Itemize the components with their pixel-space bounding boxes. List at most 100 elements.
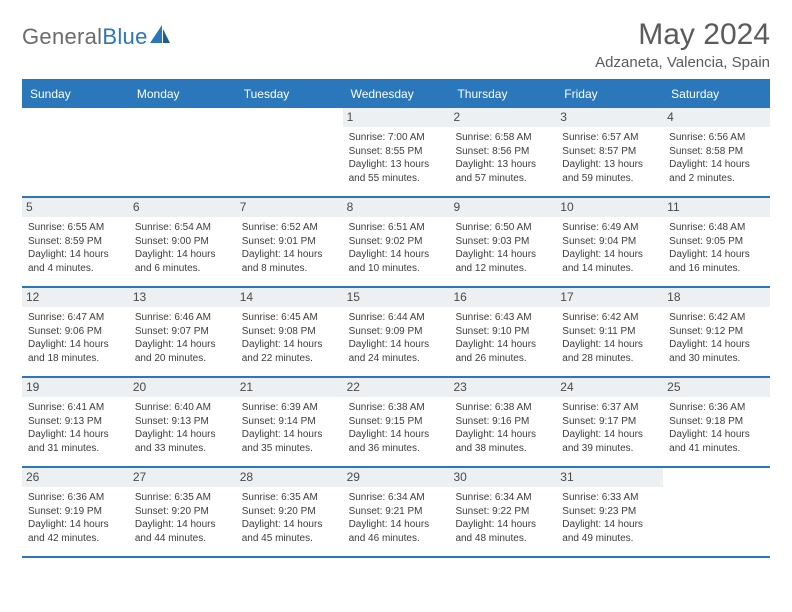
sunset-text: Sunset: 9:08 PM: [242, 325, 337, 339]
sunset-text: Sunset: 9:20 PM: [135, 505, 230, 519]
day-info: Sunrise: 6:41 AMSunset: 9:13 PMDaylight:…: [28, 401, 123, 455]
day-info: Sunrise: 6:52 AMSunset: 9:01 PMDaylight:…: [242, 221, 337, 275]
day-cell: 24Sunrise: 6:37 AMSunset: 9:17 PMDayligh…: [556, 378, 663, 466]
daylight-text: Daylight: 14 hours and 45 minutes.: [242, 518, 337, 545]
daylight-text: Daylight: 14 hours and 42 minutes.: [28, 518, 123, 545]
daylight-text: Daylight: 14 hours and 4 minutes.: [28, 248, 123, 275]
daylight-text: Daylight: 14 hours and 22 minutes.: [242, 338, 337, 365]
day-header: Thursday: [449, 81, 556, 108]
sunset-text: Sunset: 8:55 PM: [349, 145, 444, 159]
day-cell: 10Sunrise: 6:49 AMSunset: 9:04 PMDayligh…: [556, 198, 663, 286]
day-info: Sunrise: 6:49 AMSunset: 9:04 PMDaylight:…: [562, 221, 657, 275]
sunrise-text: Sunrise: 6:51 AM: [349, 221, 444, 235]
day-header: Saturday: [663, 81, 770, 108]
day-cell: 4Sunrise: 6:56 AMSunset: 8:58 PMDaylight…: [663, 108, 770, 196]
week-row: 12Sunrise: 6:47 AMSunset: 9:06 PMDayligh…: [22, 288, 770, 378]
sunset-text: Sunset: 9:14 PM: [242, 415, 337, 429]
day-number: 27: [129, 468, 236, 487]
day-info: Sunrise: 6:55 AMSunset: 8:59 PMDaylight:…: [28, 221, 123, 275]
sunset-text: Sunset: 9:21 PM: [349, 505, 444, 519]
day-info: Sunrise: 6:56 AMSunset: 8:58 PMDaylight:…: [669, 131, 764, 185]
day-info: Sunrise: 6:46 AMSunset: 9:07 PMDaylight:…: [135, 311, 230, 365]
day-cell: 2Sunrise: 6:58 AMSunset: 8:56 PMDaylight…: [449, 108, 556, 196]
day-info: Sunrise: 6:36 AMSunset: 9:18 PMDaylight:…: [669, 401, 764, 455]
header: GeneralBlue May 2024 Adzaneta, Valencia,…: [22, 18, 770, 71]
daylight-text: Daylight: 14 hours and 10 minutes.: [349, 248, 444, 275]
daylight-text: Daylight: 14 hours and 12 minutes.: [455, 248, 550, 275]
day-number: 15: [343, 288, 450, 307]
sunrise-text: Sunrise: 6:47 AM: [28, 311, 123, 325]
sail-icon: [150, 25, 170, 43]
day-cell: 30Sunrise: 6:34 AMSunset: 9:22 PMDayligh…: [449, 468, 556, 556]
sunset-text: Sunset: 9:13 PM: [135, 415, 230, 429]
day-cell: 25Sunrise: 6:36 AMSunset: 9:18 PMDayligh…: [663, 378, 770, 466]
title-block: May 2024 Adzaneta, Valencia, Spain: [595, 18, 770, 71]
day-cell: 21 Sunrise: 6:39 AMSunset: 9:14 PMDayligh…: [236, 378, 343, 466]
day-number: 14: [236, 288, 343, 307]
sunrise-text: Sunrise: 6:35 AM: [242, 491, 337, 505]
day-info: Sunrise: 6:38 AMSunset: 9:15 PMDaylight:…: [349, 401, 444, 455]
day-info: Sunrise: 6:45 AMSunset: 9:08 PMDaylight:…: [242, 311, 337, 365]
day-info: Sunrise: 6:33 AMSunset: 9:23 PMDaylight:…: [562, 491, 657, 545]
sunset-text: Sunset: 9:10 PM: [455, 325, 550, 339]
daylight-text: Daylight: 14 hours and 26 minutes.: [455, 338, 550, 365]
day-cell: [129, 108, 236, 196]
day-number: 5: [22, 198, 129, 217]
day-info: Sunrise: 6:36 AMSunset: 9:19 PMDaylight:…: [28, 491, 123, 545]
day-cell: 16Sunrise: 6:43 AMSunset: 9:10 PMDayligh…: [449, 288, 556, 376]
day-number: 24: [556, 378, 663, 397]
daylight-text: Daylight: 14 hours and 36 minutes.: [349, 428, 444, 455]
day-info: Sunrise: 6:58 AMSunset: 8:56 PMDaylight:…: [455, 131, 550, 185]
day-cell: [236, 108, 343, 196]
daylight-text: Daylight: 14 hours and 18 minutes.: [28, 338, 123, 365]
day-number: 6: [129, 198, 236, 217]
daylight-text: Daylight: 14 hours and 30 minutes.: [669, 338, 764, 365]
day-header: Monday: [129, 81, 236, 108]
sunrise-text: Sunrise: 6:34 AM: [349, 491, 444, 505]
day-number: 9: [449, 198, 556, 217]
day-info: Sunrise: 6:38 AMSunset: 9:16 PMDaylight:…: [455, 401, 550, 455]
sunrise-text: Sunrise: 6:43 AM: [455, 311, 550, 325]
daylight-text: Daylight: 14 hours and 2 minutes.: [669, 158, 764, 185]
daylight-text: Daylight: 14 hours and 6 minutes.: [135, 248, 230, 275]
logo-text-general: General: [22, 24, 102, 49]
day-cell: 13Sunrise: 6:46 AMSunset: 9:07 PMDayligh…: [129, 288, 236, 376]
daylight-text: Daylight: 14 hours and 38 minutes.: [455, 428, 550, 455]
day-number: 29: [343, 468, 450, 487]
daylight-text: Daylight: 14 hours and 20 minutes.: [135, 338, 230, 365]
sunset-text: Sunset: 9:00 PM: [135, 235, 230, 249]
sunrise-text: Sunrise: 6:55 AM: [28, 221, 123, 235]
day-header: Wednesday: [343, 81, 450, 108]
sunrise-text: Sunrise: 6:48 AM: [669, 221, 764, 235]
day-cell: 3Sunrise: 6:57 AMSunset: 8:57 PMDaylight…: [556, 108, 663, 196]
day-header-row: Sunday Monday Tuesday Wednesday Thursday…: [22, 81, 770, 108]
sunrise-text: Sunrise: 6:39 AM: [242, 401, 337, 415]
day-cell: 31Sunrise: 6:33 AMSunset: 9:23 PMDayligh…: [556, 468, 663, 556]
day-number: 7: [236, 198, 343, 217]
daylight-text: Daylight: 14 hours and 44 minutes.: [135, 518, 230, 545]
sunrise-text: Sunrise: 6:33 AM: [562, 491, 657, 505]
day-cell: 8Sunrise: 6:51 AMSunset: 9:02 PMDaylight…: [343, 198, 450, 286]
sunrise-text: Sunrise: 6:41 AM: [28, 401, 123, 415]
daylight-text: Daylight: 14 hours and 35 minutes.: [242, 428, 337, 455]
daylight-text: Daylight: 13 hours and 57 minutes.: [455, 158, 550, 185]
day-number: 21: [236, 378, 343, 397]
sunset-text: Sunset: 9:16 PM: [455, 415, 550, 429]
calendar-page: GeneralBlue May 2024 Adzaneta, Valencia,…: [0, 0, 792, 576]
day-number: 12: [22, 288, 129, 307]
sunset-text: Sunset: 9:02 PM: [349, 235, 444, 249]
sunrise-text: Sunrise: 6:56 AM: [669, 131, 764, 145]
sunrise-text: Sunrise: 6:46 AM: [135, 311, 230, 325]
sunset-text: Sunset: 9:03 PM: [455, 235, 550, 249]
day-cell: 29 Sunrise: 6:34 AMSunset: 9:21 PMDayligh…: [343, 468, 450, 556]
sunrise-text: Sunrise: 6:54 AM: [135, 221, 230, 235]
sunset-text: Sunset: 9:15 PM: [349, 415, 444, 429]
logo-text: GeneralBlue: [22, 24, 148, 50]
daylight-text: Daylight: 14 hours and 46 minutes.: [349, 518, 444, 545]
sunrise-text: Sunrise: 6:57 AM: [562, 131, 657, 145]
sunset-text: Sunset: 9:23 PM: [562, 505, 657, 519]
week-row: 1Sunrise: 7:00 AMSunset: 8:55 PMDaylight…: [22, 108, 770, 198]
day-cell: 9Sunrise: 6:50 AMSunset: 9:03 PMDaylight…: [449, 198, 556, 286]
day-cell: 11Sunrise: 6:48 AMSunset: 9:05 PMDayligh…: [663, 198, 770, 286]
day-cell: 5 Sunrise: 6:55 AMSunset: 8:59 PMDaylight…: [22, 198, 129, 286]
